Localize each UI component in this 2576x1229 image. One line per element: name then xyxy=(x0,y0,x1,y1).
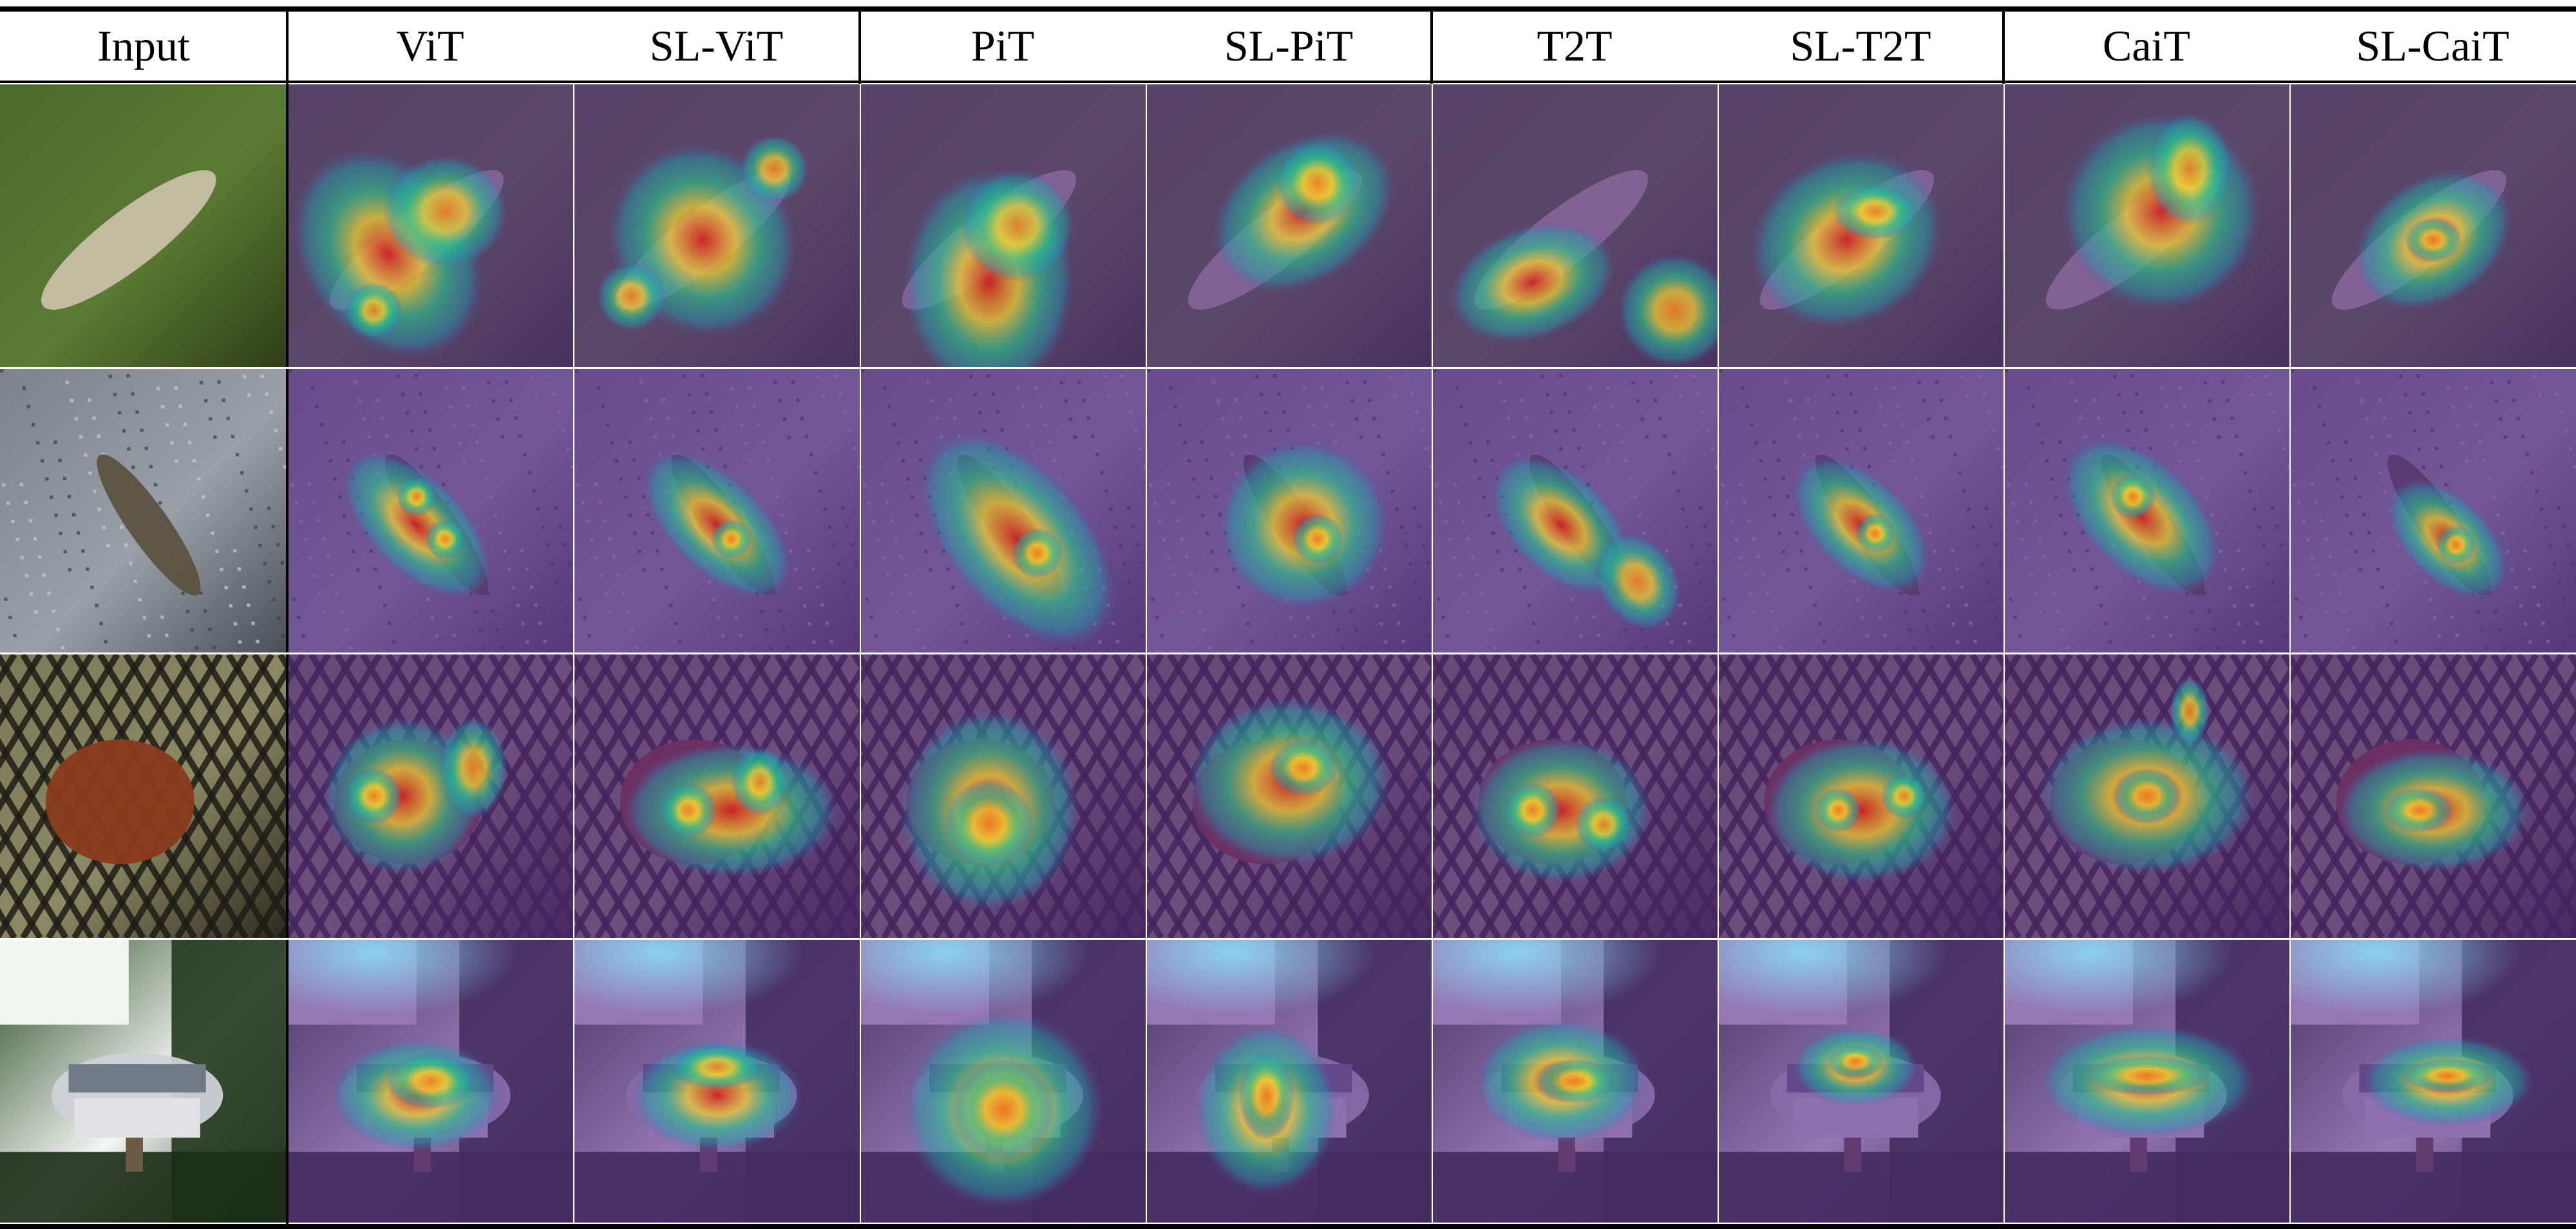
row-gap xyxy=(0,653,2576,654)
attention-map-vit-row-2 xyxy=(289,369,573,653)
row-gap xyxy=(0,367,2576,369)
input-image-row-3 xyxy=(0,654,286,938)
attention-map-vit-row-1 xyxy=(289,84,573,367)
attention-map-sl-t2t-row-4 xyxy=(1719,940,2003,1223)
attention-map-vit-row-4 xyxy=(289,940,573,1223)
column-header-sl-vit: SL-ViT xyxy=(649,21,784,70)
group-separator xyxy=(2002,6,2005,84)
input-image-row-1 xyxy=(0,84,286,367)
attention-map-sl-vit-row-2 xyxy=(574,369,860,653)
column-header-sl-t2t: SL-T2T xyxy=(1790,21,1931,70)
attention-map-cait-row-3 xyxy=(2005,654,2289,938)
attention-map-cait-row-1 xyxy=(2005,84,2289,367)
input-image-row-4 xyxy=(0,940,286,1223)
header-rule xyxy=(0,81,2576,83)
attention-map-pit-row-3 xyxy=(861,654,1146,938)
column-header-t2t: T2T xyxy=(1537,21,1613,70)
attention-map-sl-vit-row-3 xyxy=(574,654,860,938)
attention-map-cait-row-2 xyxy=(2005,369,2289,653)
attention-map-sl-t2t-row-2 xyxy=(1719,369,2003,653)
attention-map-sl-cait-row-2 xyxy=(2291,369,2576,653)
attention-map-sl-vit-row-1 xyxy=(574,84,860,367)
attention-map-pit-row-4 xyxy=(861,940,1146,1223)
attention-map-cait-row-4 xyxy=(2005,940,2289,1223)
column-separator xyxy=(286,6,289,1229)
attention-map-sl-cait-row-1 xyxy=(2291,84,2576,367)
attention-map-pit-row-2 xyxy=(861,369,1146,653)
attention-map-t2t-row-4 xyxy=(1433,940,1718,1223)
column-header-sl-cait: SL-CaiT xyxy=(2356,21,2510,70)
attention-map-sl-vit-row-4 xyxy=(574,940,860,1223)
row-gap xyxy=(0,938,2576,940)
attention-map-t2t-row-2 xyxy=(1433,369,1718,653)
input-image-row-2 xyxy=(0,369,286,653)
top-rule xyxy=(0,6,2576,12)
attention-map-sl-pit-row-3 xyxy=(1147,654,1432,938)
attention-map-sl-pit-row-2 xyxy=(1147,369,1432,653)
column-header-pit: PiT xyxy=(971,21,1035,70)
column-header-cait: CaiT xyxy=(2103,21,2190,70)
attention-map-sl-t2t-row-1 xyxy=(1719,84,2003,367)
attention-map-sl-cait-row-3 xyxy=(2291,654,2576,938)
column-header-vit: ViT xyxy=(396,21,464,70)
attention-map-t2t-row-1 xyxy=(1433,84,1718,367)
attention-map-sl-pit-row-1 xyxy=(1147,84,1432,367)
attention-map-sl-pit-row-4 xyxy=(1147,940,1432,1223)
attention-map-sl-t2t-row-3 xyxy=(1719,654,2003,938)
group-separator xyxy=(858,6,861,84)
bottom-rule xyxy=(0,1224,2576,1229)
attention-map-sl-cait-row-4 xyxy=(2291,940,2576,1223)
column-header-input: Input xyxy=(97,21,190,70)
attention-map-t2t-row-3 xyxy=(1433,654,1718,938)
group-separator xyxy=(1430,6,1433,84)
attention-map-pit-row-1 xyxy=(861,84,1146,367)
attention-map-vit-row-3 xyxy=(289,654,573,938)
column-header-sl-pit: SL-PiT xyxy=(1224,21,1354,70)
